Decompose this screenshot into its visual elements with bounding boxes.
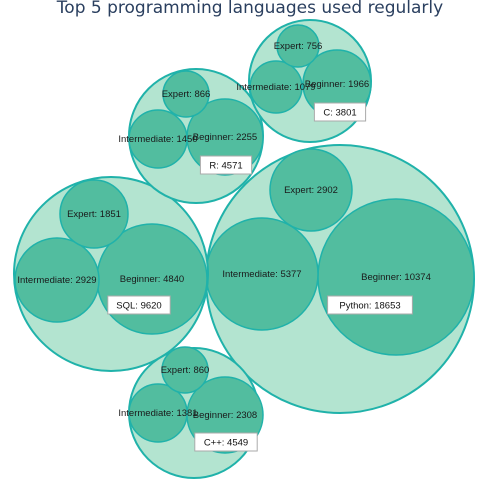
- group-total-tag-python: Python: 18653: [327, 295, 413, 315]
- group-total-box-python: [327, 295, 413, 315]
- inner-label-python-intermediate: Intermediate: 5377: [222, 269, 301, 280]
- group-total-box-cpp: [194, 432, 258, 452]
- group-total-box-c: [313, 102, 367, 122]
- inner-bubble-c-expert: [276, 24, 320, 68]
- inner-label-r-intermediate: Intermediate: 1450: [118, 134, 197, 145]
- inner-label-python-expert: Expert: 2902: [284, 185, 338, 196]
- inner-label-c-intermediate: Intermediate: 1079: [236, 82, 315, 93]
- inner-label-cpp-intermediate: Intermediate: 1381: [118, 408, 197, 419]
- group-total-label-sql: SQL: 9620: [116, 301, 161, 312]
- chart-title: Top 5 programming languages used regular…: [56, 0, 443, 18]
- inner-label-r-beginner: Beginner: 2255: [193, 132, 257, 143]
- inner-label-r-expert: Expert: 866: [162, 89, 211, 100]
- inner-bubble-python-expert: [269, 148, 353, 232]
- group-total-tag-r: R: 4571: [199, 155, 253, 175]
- inner-label-c-beginner: Beginner: 1966: [305, 79, 369, 90]
- inner-label-sql-expert: Expert: 1851: [67, 209, 121, 220]
- inner-label-sql-beginner: Beginner: 4840: [120, 274, 184, 285]
- group-total-label-cpp: C++: 4549: [204, 438, 248, 449]
- inner-label-python-beginner: Beginner: 10374: [361, 272, 431, 283]
- bubbles-layer: Beginner: 10374 Intermediate: 5377 Expert:…: [13, 19, 475, 479]
- inner-bubble-c-intermediate: [249, 60, 303, 114]
- inner-bubble-sql-intermediate: [14, 237, 100, 323]
- group-total-box-r: [199, 155, 253, 175]
- group-sql: Beginner: 4840 Intermediate: 2929 Expert: …: [13, 176, 209, 372]
- inner-label-cpp-expert: Expert: 860: [161, 365, 210, 376]
- inner-bubble-sql-expert: [59, 179, 129, 249]
- inner-bubble-r-expert: [162, 70, 210, 118]
- inner-bubble-cpp-intermediate: [128, 383, 188, 443]
- group-total-label-c: C: 3801: [323, 108, 356, 119]
- inner-label-sql-intermediate: Intermediate: 2929: [17, 275, 96, 286]
- group-total-label-r: R: 4571: [209, 161, 242, 172]
- inner-label-c-expert: Expert: 756: [274, 41, 323, 52]
- group-total-box-sql: [107, 295, 171, 315]
- group-total-tag-c: C: 3801: [313, 102, 367, 122]
- group-total-tag-sql: SQL: 9620: [107, 295, 171, 315]
- inner-label-cpp-beginner: Beginner: 2308: [193, 410, 257, 421]
- inner-bubble-r-intermediate: [128, 109, 188, 169]
- group-total-label-python: Python: 18653: [339, 301, 400, 312]
- group-python: Beginner: 10374 Intermediate: 5377 Expert:…: [205, 144, 475, 414]
- group-total-tag-cpp: C++: 4549: [194, 432, 258, 452]
- inner-bubble-cpp-expert: [161, 346, 209, 394]
